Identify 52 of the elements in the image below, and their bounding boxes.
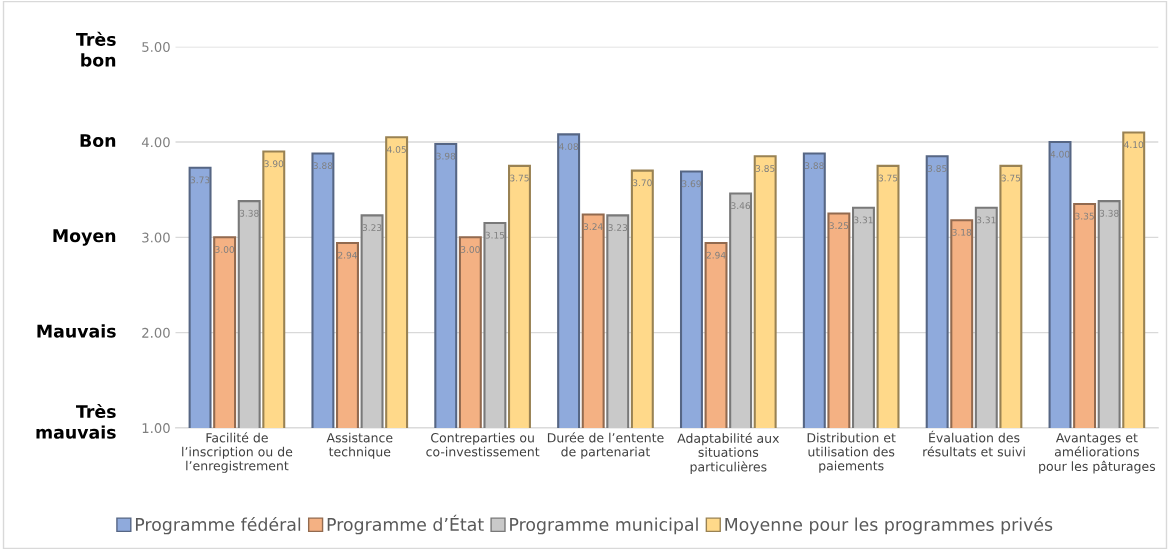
data-label: 3.98 xyxy=(436,152,456,160)
data-label: 3.75 xyxy=(1001,174,1021,182)
data-label: 3.38 xyxy=(239,209,259,217)
data-label: 3.23 xyxy=(608,224,628,231)
x-tick-label: Contreparties ou co-investissement xyxy=(426,432,540,457)
data-label: 3.15 xyxy=(485,231,505,239)
text: Bon xyxy=(80,134,116,148)
data-label: 3.73 xyxy=(190,176,210,184)
data-label: 3.24 xyxy=(583,223,603,231)
data-label: 3.70 xyxy=(632,179,652,187)
legend-label: Programme municipal xyxy=(510,517,698,535)
data-label: 3.00 xyxy=(215,246,235,253)
y-tick-label: 5.00 xyxy=(142,41,170,52)
data-label: 3.85 xyxy=(927,165,947,172)
y-tick-label: 2.00 xyxy=(142,327,170,338)
data-label: 3.46 xyxy=(731,202,751,210)
data-label: 3.75 xyxy=(878,174,898,182)
data-label: 3.23 xyxy=(362,224,382,231)
data-label: 2.94 xyxy=(706,251,726,259)
legend-label: Programme d’État xyxy=(327,514,484,535)
data-label: 3.18 xyxy=(952,228,972,236)
text: Mauvais xyxy=(37,324,116,338)
data-label: 3.85 xyxy=(755,165,775,172)
data-label: 4.08 xyxy=(559,143,579,150)
data-label: 2.94 xyxy=(338,251,358,259)
data-label: 4.10 xyxy=(1124,141,1144,149)
data-label: 3.35 xyxy=(1075,212,1094,220)
y-tick-label: 4.00 xyxy=(141,137,170,148)
data-label: 3.75 xyxy=(510,174,529,182)
data-label: 3.88 xyxy=(804,162,824,170)
data-label: 3.00 xyxy=(460,246,480,253)
x-tick-label: Adaptabilité aux situations particulières xyxy=(677,432,780,474)
data-label: 3.31 xyxy=(976,216,996,224)
data-label: 4.00 xyxy=(1050,150,1070,158)
x-tick-label: Évaluation des résultats et suivi xyxy=(923,430,1025,457)
data-label: 3.25 xyxy=(829,222,849,230)
text: Très mauvais xyxy=(36,403,116,439)
x-tick-label: Avantages et améliorations pour les pâturages xyxy=(1039,433,1156,474)
text: Très bon xyxy=(76,31,116,67)
y-tick-label: 1.00 xyxy=(142,423,170,434)
legend-label: Programme fédéral xyxy=(135,516,301,535)
text: Moyen xyxy=(53,229,116,246)
x-tick-label: Durée de l’entente de partenariat xyxy=(547,432,664,459)
x-tick-label: Facilité de l’inscription ou de l’enregistrement xyxy=(182,432,293,473)
legend-label: Moyenne pour les programmes privés xyxy=(725,516,1053,535)
data-label: 3.69 xyxy=(682,180,701,188)
data-label: 3.31 xyxy=(854,216,873,224)
y-tick-label: 3.00 xyxy=(142,232,170,243)
data-label: 4.05 xyxy=(387,146,406,153)
x-tick-label: Distribution et utilisation des paiements xyxy=(807,432,896,473)
data-label: 3.38 xyxy=(1099,209,1119,217)
x-tick-label: Assistance technique xyxy=(326,432,393,459)
